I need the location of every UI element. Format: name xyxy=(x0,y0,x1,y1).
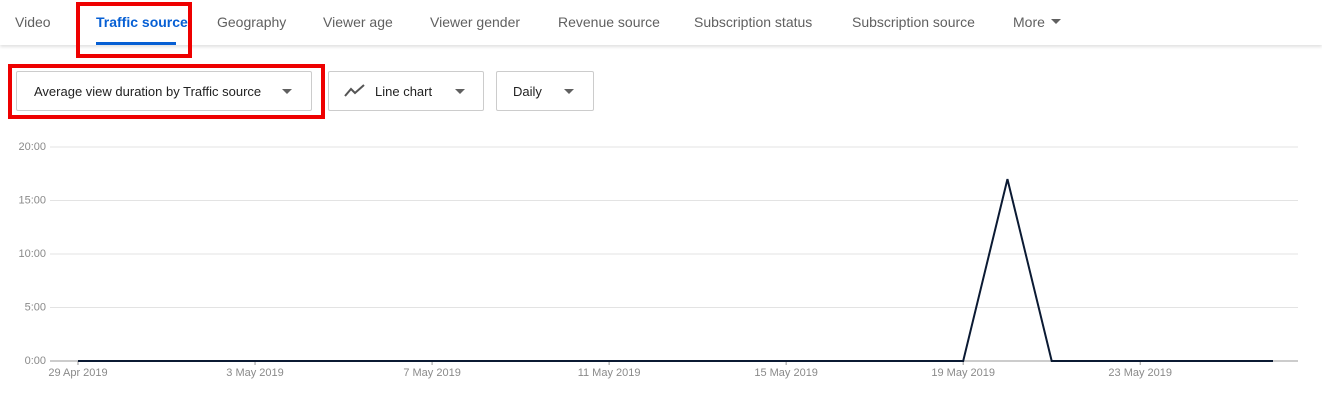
tab[interactable]: Geography xyxy=(217,14,287,30)
y-tick-label: 0:00 xyxy=(25,355,46,367)
x-tick-label: 11 May 2019 xyxy=(578,367,641,379)
tab-active[interactable]: Traffic source xyxy=(96,14,188,30)
highlight-box xyxy=(76,2,192,58)
interval-dropdown[interactable]: Daily xyxy=(496,71,594,111)
tab-more[interactable]: More xyxy=(1013,14,1045,30)
dropdown-label: Average view duration by Traffic source xyxy=(34,83,262,99)
y-tick-label: 5:00 xyxy=(25,301,46,313)
active-underline xyxy=(96,42,176,45)
caret xyxy=(455,89,465,94)
y-tick-label: 15:00 xyxy=(18,194,46,206)
tab[interactable]: Subscription source xyxy=(852,14,975,30)
line-icon xyxy=(344,84,365,97)
data-line xyxy=(78,178,1273,362)
caret xyxy=(564,89,574,94)
y-tick-label: 10:00 xyxy=(18,248,46,260)
x-tick-label: 7 May 2019 xyxy=(403,367,460,379)
tab[interactable]: Viewer age xyxy=(323,14,393,30)
caret xyxy=(1051,19,1061,24)
highlight-box xyxy=(8,64,325,119)
x-tick-label: 23 May 2019 xyxy=(1108,367,1172,379)
chart-kind-dropdown[interactable]: Line chart xyxy=(328,71,484,111)
tab[interactable]: Revenue source xyxy=(558,14,660,30)
dropdown-label: Line chart xyxy=(375,83,433,99)
x-tick-label: 29 Apr 2019 xyxy=(48,367,107,379)
x-tick-label: 15 May 2019 xyxy=(754,367,818,379)
y-tick-label: 20:00 xyxy=(18,141,46,153)
x-tick-label: 19 May 2019 xyxy=(931,367,995,379)
tab[interactable]: Subscription status xyxy=(694,14,813,30)
tab[interactable]: Video xyxy=(15,14,51,30)
tab[interactable]: Viewer gender xyxy=(430,14,521,30)
caret xyxy=(282,89,292,94)
x-tick-label: 3 May 2019 xyxy=(226,367,283,379)
dropdown-label: Daily xyxy=(513,83,542,99)
tab-bar: Video Traffic source Geography Viewer ag… xyxy=(0,0,1322,45)
metric-dropdown[interactable]: Average view duration by Traffic source xyxy=(16,71,312,111)
